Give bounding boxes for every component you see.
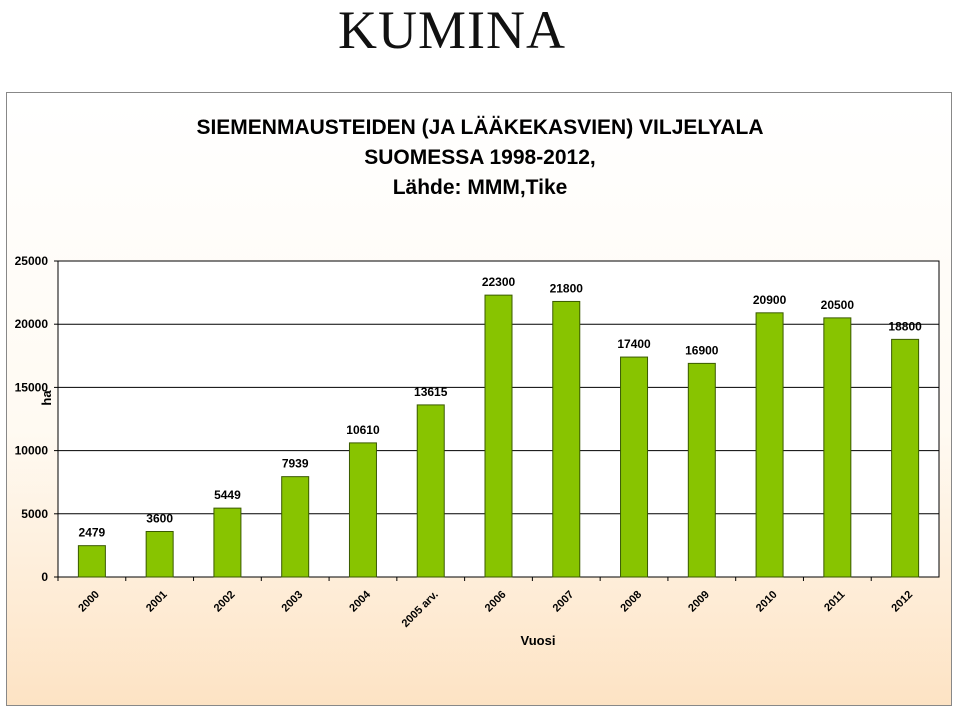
bar-2009: [687, 362, 716, 578]
bar-2004: [348, 442, 377, 578]
x-tick-label: 2003: [280, 589, 306, 615]
y-tick-label: 10000: [15, 444, 49, 458]
x-tick-label: 2010: [754, 589, 780, 615]
chart-title-line-2: SUOMESSA 1998-2012,: [364, 146, 596, 169]
bar-2012: [891, 338, 920, 578]
data-label: 20500: [821, 298, 855, 312]
bar-2011: [823, 317, 852, 578]
slide-title: KUMINA: [338, 0, 566, 60]
x-tick-label: 2004: [347, 588, 373, 614]
x-tick-label: 2005 arv.: [400, 589, 441, 630]
x-tick-label: 2000: [76, 589, 102, 615]
data-label: 5449: [214, 488, 241, 502]
bar-2006: [484, 294, 513, 578]
data-label: 21800: [550, 281, 584, 295]
data-label: 18800: [888, 319, 922, 333]
data-label: 22300: [482, 275, 516, 289]
data-label: 7939: [282, 457, 309, 471]
data-label: 10610: [346, 423, 380, 437]
bar-2008: [620, 356, 649, 578]
chart-frame: SIEMENMAUSTEIDEN (JA LÄÄKEKASVIEN) VILJE…: [6, 92, 952, 706]
bar-2001: [145, 530, 174, 578]
bar-2007: [552, 300, 581, 578]
data-label: 16900: [685, 343, 719, 357]
data-label: 13615: [414, 385, 448, 399]
bar-2002: [213, 507, 242, 578]
y-tick-label: 25000: [15, 254, 49, 268]
y-tick-label: 15000: [15, 380, 49, 394]
bar-2005-arv-: [416, 404, 445, 578]
x-tick-label: 2011: [822, 589, 847, 614]
bar-chart: 0 5000 10000 15000 20000 25000 2479 2000 3600 200…: [15, 254, 940, 648]
x-tick-label: 2001: [144, 589, 170, 615]
x-tick-label: 2002: [212, 589, 238, 615]
chart-title-line-1: SIEMENMAUSTEIDEN (JA LÄÄKEKASVIEN) VILJE…: [196, 116, 764, 139]
y-tick-label: 5000: [21, 507, 48, 521]
bar-2003: [281, 476, 310, 578]
y-tick-label: 0: [41, 570, 48, 584]
y-axis-title: ha: [39, 390, 54, 406]
y-tick-label: 20000: [15, 317, 49, 331]
x-tick-label: 2008: [618, 589, 644, 615]
x-tick-label: 2007: [551, 589, 577, 615]
x-axis-title: Vuosi: [521, 633, 556, 648]
data-label: 2479: [79, 526, 106, 540]
data-label: 20900: [753, 293, 787, 307]
bar-2010: [755, 312, 784, 578]
data-label: 17400: [617, 337, 651, 351]
data-label: 3600: [146, 511, 173, 525]
bar-2000: [77, 545, 106, 578]
chart-title-line-3: Lähde: MMM,Tike: [392, 176, 568, 199]
x-tick-label: 2006: [483, 589, 509, 615]
x-tick-label: 2012: [889, 589, 915, 615]
x-tick-label: 2009: [686, 589, 712, 615]
